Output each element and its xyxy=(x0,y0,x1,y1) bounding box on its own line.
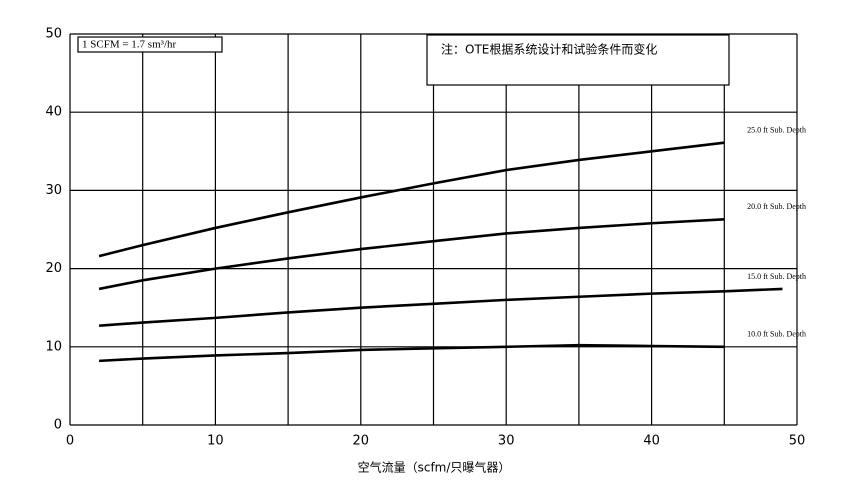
y-tick-label: 20 xyxy=(45,261,62,276)
x-tick-label: 0 xyxy=(66,434,74,449)
series-label: 25.0 ft Sub. Depth xyxy=(747,126,806,135)
y-tick-label: 0 xyxy=(54,418,62,433)
series-label: 10.0 ft Sub. Depth xyxy=(747,330,806,339)
unit-note: 1 SCFM = 1.7 sm³/hr xyxy=(82,39,176,51)
data-line xyxy=(98,218,725,291)
x-axis-label: 空气流量（scfm/只曝气器） xyxy=(358,460,511,475)
y-tick-label: 10 xyxy=(45,339,62,354)
y-tick-label: 30 xyxy=(45,183,62,198)
y-tick-label: 50 xyxy=(45,27,62,42)
x-tick-label: 50 xyxy=(789,434,806,449)
x-tick-label: 20 xyxy=(353,434,370,449)
data-line xyxy=(99,343,725,363)
series-label: 15.0 ft Sub. Depth xyxy=(747,272,806,281)
data-line xyxy=(98,141,725,258)
x-tick-label: 30 xyxy=(498,434,515,449)
x-tick-label: 40 xyxy=(643,434,660,449)
x-tick-label: 10 xyxy=(207,434,224,449)
y-tick-label: 40 xyxy=(45,105,62,120)
unit-box xyxy=(77,36,223,53)
data-line xyxy=(98,287,783,327)
note: 注：OTE根据系统设计和试验条件而变化 xyxy=(441,42,657,57)
series-label: 20.0 ft Sub. Depth xyxy=(747,202,806,211)
note-box xyxy=(426,34,730,86)
